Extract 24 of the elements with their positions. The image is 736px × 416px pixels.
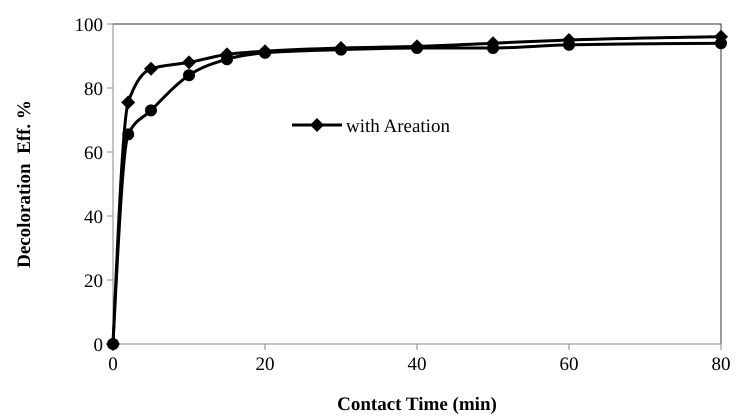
x-axis-title: Contact Time (min) [337,394,497,415]
point [182,55,196,70]
point [107,338,119,350]
point [144,62,158,76]
point [145,104,157,116]
y-tick-label: 0 [94,335,103,356]
point [122,128,134,140]
x-tick-label: 80 [712,354,730,375]
y-tick-label: 100 [74,15,103,36]
x-tick-label: 20 [256,354,274,375]
point [259,46,271,59]
y-tick-label: 40 [84,207,103,228]
y-tick-label: 80 [84,79,103,100]
y-axis-title: Decoloration Eff. % [14,100,35,268]
point [411,42,423,54]
legend-label: with Areation [346,116,450,137]
point [183,69,195,82]
x-tick-label: 40 [408,354,426,375]
x-tick-label: 60 [560,354,578,375]
y-tick-label: 20 [84,271,103,292]
x-tick-label: 0 [108,354,118,375]
point [121,95,136,110]
point [335,44,347,56]
y-tick-label: 60 [84,143,103,164]
